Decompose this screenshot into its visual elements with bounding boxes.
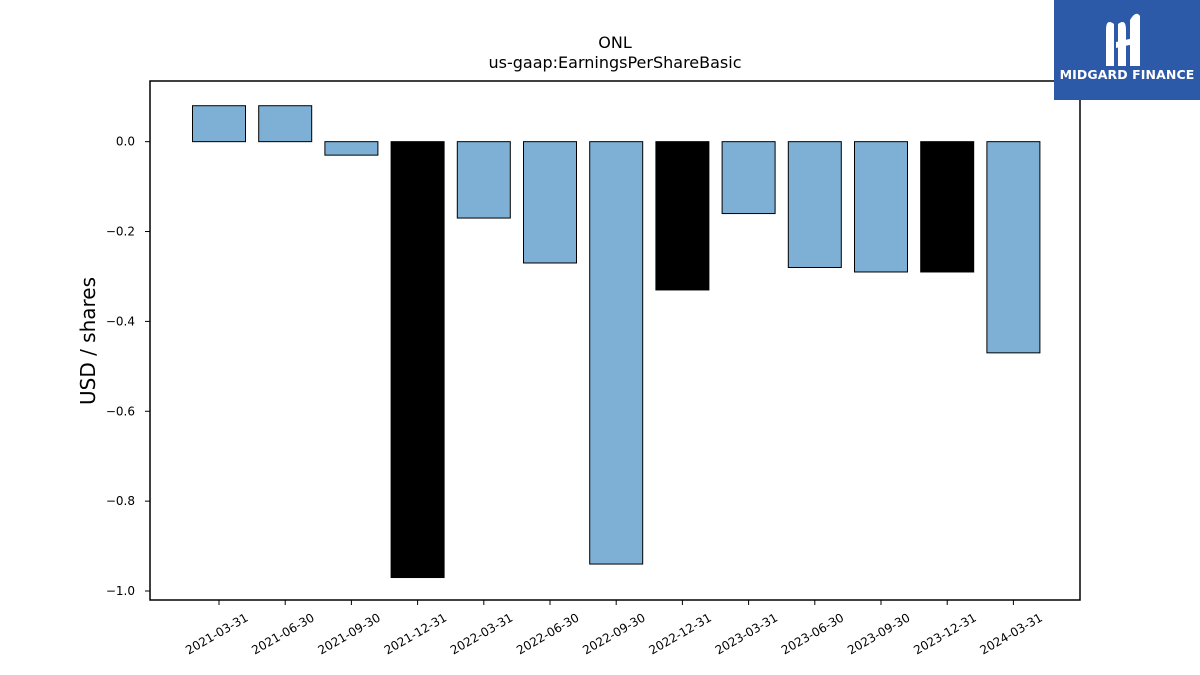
y-ticks-group: 0.0 −0.2 −0.4 −0.6 −0.8 −1.0: [106, 135, 150, 598]
logo-text: MIDGARD FINANCE: [1059, 67, 1195, 82]
x-ticks-group: 2021-03-312021-06-302021-09-302021-12-31…: [183, 600, 1045, 657]
x-tick-label: 2022-12-31: [646, 610, 713, 657]
logo-mark-icon: [1106, 13, 1140, 66]
x-tick-label: 2022-03-31: [448, 610, 515, 657]
plot-frame: [149, 80, 1081, 601]
x-tick-label: 2023-03-31: [713, 610, 780, 657]
bar-2021-09-30: [324, 141, 379, 156]
x-tick-label: 2023-12-31: [911, 610, 978, 657]
x-tick-label: 2021-09-30: [315, 610, 382, 657]
bar-2021-03-31: [192, 105, 246, 143]
bar-2022-09-30: [589, 141, 644, 565]
y-tick-label: −0.4: [106, 314, 135, 328]
bar-2021-12-31: [390, 141, 445, 579]
x-tick-label: 2024-03-31: [977, 610, 1044, 657]
chart-subtitle: us-gaap:EarningsPerShareBasic: [488, 53, 741, 72]
x-tick-label: 2021-12-31: [382, 610, 449, 657]
y-tick-label: −1.0: [106, 584, 135, 598]
x-tick-label: 2021-06-30: [249, 610, 316, 657]
bars-group: [192, 105, 1041, 579]
chart-title: ONL: [598, 33, 632, 52]
midgard-finance-logo: MIDGARD FINANCE: [1054, 0, 1200, 100]
x-tick-label: 2023-06-30: [779, 610, 846, 657]
bar-2021-06-30: [258, 105, 313, 143]
x-tick-label: 2022-09-30: [580, 610, 647, 657]
bar-2022-06-30: [523, 141, 577, 264]
bar-2023-09-30: [854, 141, 908, 273]
x-tick-label: 2023-09-30: [845, 610, 912, 657]
bar-2023-06-30: [787, 141, 842, 268]
bar-2022-03-31: [456, 141, 511, 219]
y-tick-label: 0.0: [116, 135, 135, 149]
bar-2023-03-31: [721, 141, 776, 215]
bar-2024-03-31: [986, 141, 1041, 354]
x-tick-label: 2021-03-31: [183, 610, 250, 657]
chart-title-group: ONL us-gaap:EarningsPerShareBasic: [488, 33, 741, 72]
bar-2023-12-31: [920, 141, 975, 273]
x-tick-label: 2022-06-30: [514, 610, 581, 657]
y-tick-label: −0.2: [106, 225, 135, 239]
y-tick-label: −0.6: [106, 404, 135, 418]
y-axis-label: USD / shares: [76, 277, 100, 405]
bar-2022-12-31: [655, 141, 710, 291]
y-tick-label: −0.8: [106, 494, 135, 508]
